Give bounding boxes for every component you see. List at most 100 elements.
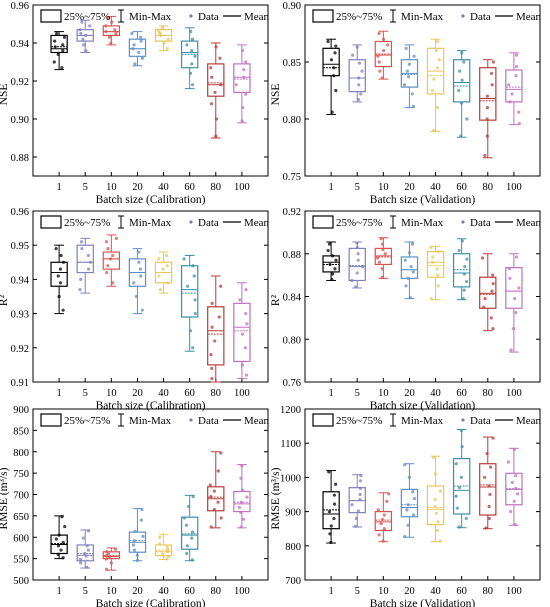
box-100 [505, 447, 523, 527]
data-point [357, 61, 362, 65]
data-point [61, 308, 65, 312]
data-point [508, 276, 512, 280]
iqr-box [426, 485, 445, 526]
data-point [512, 447, 516, 451]
data-point [485, 451, 489, 456]
data-point [326, 248, 330, 253]
data-point [463, 264, 467, 269]
y-tick-label: 800 [285, 542, 301, 553]
data-point [184, 523, 188, 527]
data-point [411, 104, 416, 109]
plot-frame [304, 408, 541, 581]
x-tick-label: 20 [404, 388, 415, 399]
legend-box-label: 25%~75% [336, 415, 382, 427]
data-point [188, 329, 193, 333]
data-point [457, 525, 461, 529]
x-tick-label: 40 [430, 388, 441, 399]
plot-frame [32, 408, 269, 581]
data-point [332, 74, 336, 78]
data-point [242, 68, 246, 72]
data-point [457, 88, 461, 93]
data-point [219, 83, 223, 87]
data-point [355, 45, 359, 49]
data-point [79, 31, 83, 36]
box-40 [426, 38, 445, 133]
data-point [107, 35, 112, 39]
x-tick-label: 80 [483, 388, 494, 399]
data-point [190, 83, 195, 87]
data-point [164, 253, 169, 258]
iqr-box [426, 251, 445, 278]
chart-panel-rmse-calibration: 500 550 600 650 700 750 800 850 900 1 5 10 20 40 60 80 1… [0, 405, 270, 607]
data-point [488, 465, 493, 469]
data-point [85, 544, 89, 548]
x-tick-label: 20 [404, 182, 415, 193]
data-point [82, 43, 86, 47]
data-point [109, 41, 113, 45]
x-tick-label: 60 [456, 586, 467, 597]
data-point [105, 550, 109, 554]
chart-panel-nse-validation: 0.75 0.80 0.85 0.90 1 5 10 20 40 60 80 100 Batch siz… [270, 1, 542, 206]
data-point [209, 102, 214, 106]
box-60 [452, 428, 471, 529]
legend-whisker-label: Min-Max [401, 415, 444, 427]
data-point [166, 37, 170, 41]
data-point [185, 551, 189, 556]
data-point [435, 528, 439, 533]
data-point [406, 523, 410, 527]
data-point [55, 31, 59, 36]
data-point [507, 267, 511, 271]
box-80 [479, 59, 497, 159]
data-point [460, 51, 464, 55]
data-point [356, 258, 360, 262]
data-point [88, 260, 92, 264]
data-point [190, 530, 195, 534]
iqr-box [50, 261, 68, 287]
x-axis-label: Batch size (Validation) [370, 194, 476, 206]
data-point [383, 252, 387, 256]
box-1 [50, 31, 68, 71]
data-point [219, 516, 223, 520]
data-point [114, 31, 118, 36]
data-point [360, 69, 364, 73]
x-tick-label: 1 [56, 388, 61, 399]
data-point [84, 49, 88, 53]
legend-box-swatch [40, 215, 62, 229]
data-point [192, 274, 196, 278]
data-point [244, 60, 248, 64]
data-point [239, 500, 243, 504]
legend-box-swatch [312, 413, 334, 427]
x-tick-label: 60 [184, 586, 195, 597]
iqr-box [102, 251, 121, 270]
y-tick-label: 0.80 [283, 115, 301, 126]
iqr-box [180, 516, 199, 550]
box-100 [233, 464, 251, 529]
data-point [407, 62, 411, 66]
data-point [213, 339, 217, 343]
data-point [216, 469, 220, 473]
data-point [167, 554, 171, 559]
legend-data-swatch [189, 418, 193, 422]
x-tick-label: 10 [106, 388, 117, 399]
data-point [214, 117, 219, 121]
y-axis-label: NSE [270, 84, 282, 106]
data-point [185, 544, 190, 548]
box-60 [180, 27, 199, 90]
y-axis-label: R² [270, 294, 282, 306]
y-axis-label: R² [0, 294, 10, 306]
data-point [111, 253, 115, 258]
iqr-box [128, 38, 147, 57]
data-point [429, 297, 433, 301]
data-point [234, 83, 238, 87]
data-point [433, 472, 437, 476]
y-tick-label: 600 [13, 533, 29, 544]
data-point [507, 83, 511, 87]
data-point [61, 556, 65, 560]
data-point [209, 525, 213, 529]
legend-mean-label: Mean [516, 217, 542, 229]
box-80 [479, 253, 497, 332]
box-1 [322, 470, 340, 544]
data-point [483, 475, 487, 479]
data-point [464, 279, 469, 284]
data-point [239, 510, 243, 515]
